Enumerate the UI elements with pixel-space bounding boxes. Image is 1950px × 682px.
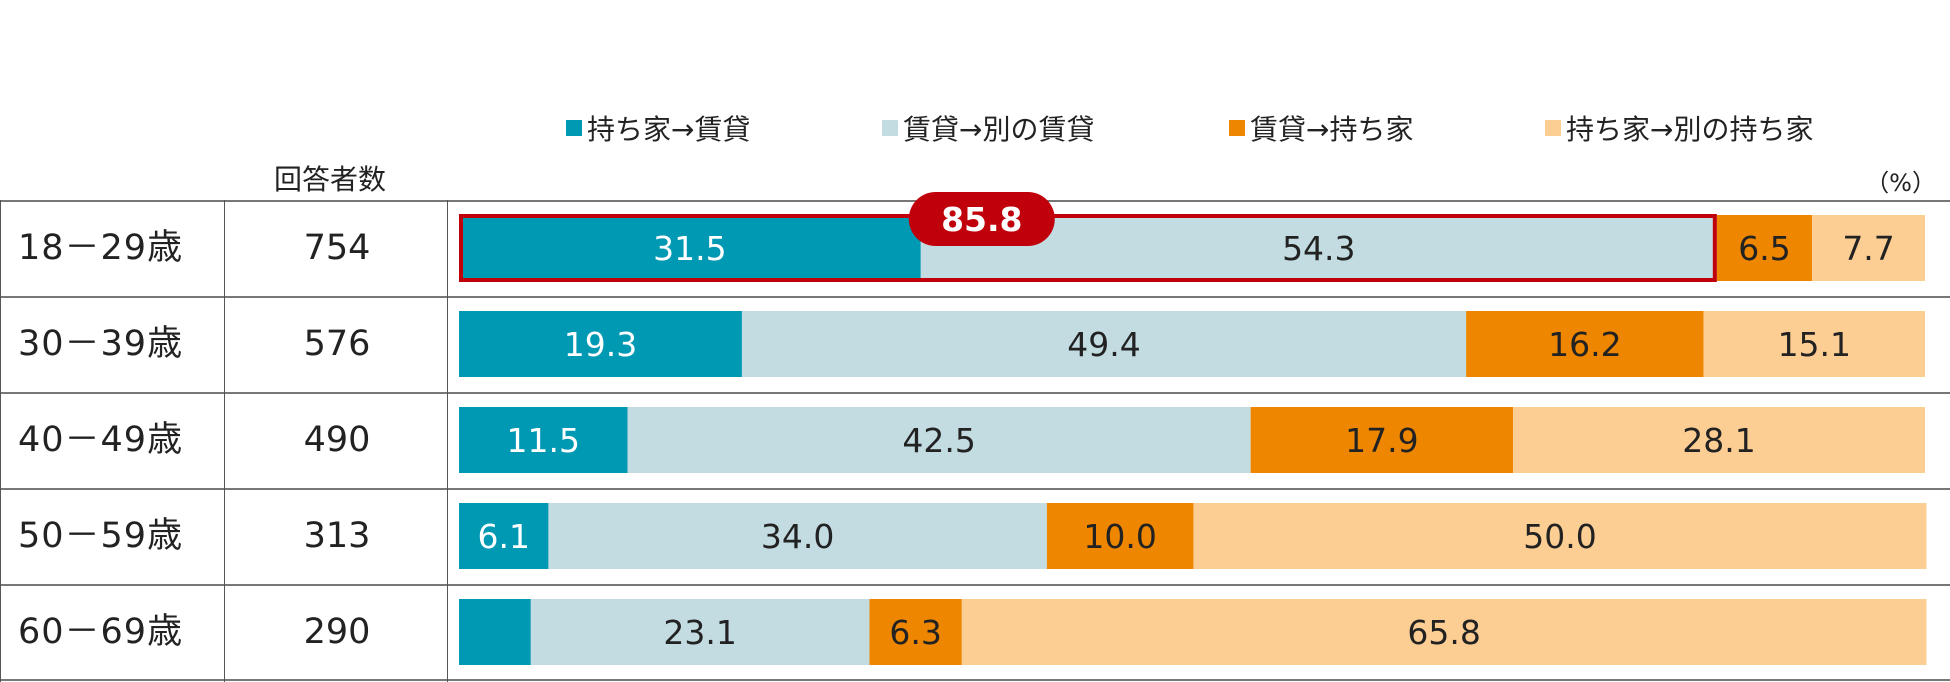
age-group-label: 50－59歳 bbox=[18, 516, 184, 556]
highlight-badge bbox=[908, 192, 1055, 246]
bar-segment bbox=[1716, 215, 1813, 281]
table-border-left bbox=[0, 200, 1, 682]
table-border-bottom bbox=[0, 679, 1950, 681]
bar-segment bbox=[1703, 311, 1925, 377]
legend-swatch bbox=[1545, 120, 1561, 136]
bar-data-label: 49.4 bbox=[1067, 325, 1140, 364]
legend-item-rental-to-rental: 賃貸→別の賃貸 bbox=[882, 108, 1094, 148]
bar-data-label: 31.5 bbox=[653, 229, 726, 268]
bar-segment bbox=[627, 407, 1251, 473]
bar-segment bbox=[459, 215, 921, 281]
bar-data-label: 23.1 bbox=[663, 613, 736, 652]
legend-item-rental-to-owned: 賃貸→持ち家 bbox=[1229, 108, 1413, 148]
bar-segment bbox=[1513, 407, 1925, 473]
bar-data-label: 15.1 bbox=[1778, 325, 1851, 364]
row-divider bbox=[0, 296, 1950, 298]
highlight-badge-label: 85.8 bbox=[941, 200, 1022, 239]
age-group-label: 30－39歳 bbox=[18, 324, 184, 364]
highlight-outline bbox=[459, 214, 1717, 282]
respondents-count: 754 bbox=[303, 228, 371, 268]
bar-segment bbox=[961, 599, 1927, 665]
age-group-label: 60－69歳 bbox=[18, 612, 184, 652]
legend-label: 賃貸→別の賃貸 bbox=[903, 113, 1095, 146]
bar-segment bbox=[1250, 407, 1514, 473]
row-divider bbox=[0, 584, 1950, 586]
bar-data-label: 17.9 bbox=[1345, 421, 1418, 460]
bar-segment bbox=[869, 599, 962, 665]
bar-segment bbox=[1466, 311, 1704, 377]
bar-data-label: 28.1 bbox=[1682, 421, 1755, 460]
respondents-count: 576 bbox=[303, 324, 371, 364]
bar-segment bbox=[1046, 503, 1194, 569]
bar-data-label: 42.5 bbox=[902, 421, 975, 460]
bar-data-label: 6.1 bbox=[477, 517, 529, 556]
bar-segment bbox=[530, 599, 870, 665]
legend-label: 賃貸→持ち家 bbox=[1250, 113, 1414, 146]
legend-label: 持ち家→賃貸 bbox=[587, 113, 751, 146]
respondents-header: 回答者数 bbox=[274, 163, 387, 196]
bar-segment bbox=[741, 311, 1467, 377]
bar-data-label: 16.2 bbox=[1548, 325, 1621, 364]
age-group-label: 40－49歳 bbox=[18, 420, 184, 460]
row-divider bbox=[0, 488, 1950, 490]
bar-data-label: 65.8 bbox=[1407, 613, 1480, 652]
bar-segment bbox=[459, 503, 549, 569]
legend-swatch bbox=[1229, 120, 1245, 136]
legend-item-owned-to-owned: 持ち家→別の持ち家 bbox=[1545, 108, 1813, 148]
bar-segment bbox=[1812, 215, 1925, 281]
bar-data-label: 19.3 bbox=[564, 325, 637, 364]
bar-data-label: 10.0 bbox=[1083, 517, 1156, 556]
bar-data-label: 34.0 bbox=[761, 517, 834, 556]
bar-data-label: 6.5 bbox=[1738, 229, 1790, 268]
respondents-count: 490 bbox=[303, 420, 371, 460]
bar-data-label: 54.3 bbox=[1282, 229, 1355, 268]
row-divider bbox=[0, 392, 1950, 394]
bar-segment bbox=[459, 599, 531, 665]
column-divider bbox=[447, 200, 448, 682]
legend-swatch bbox=[566, 120, 582, 136]
unit-label: （%） bbox=[1865, 169, 1936, 197]
bar-segment bbox=[459, 311, 742, 377]
age-group-label: 18－29歳 bbox=[18, 228, 184, 268]
legend-swatch bbox=[882, 120, 898, 136]
bar-segment bbox=[459, 407, 628, 473]
bar-data-label: 50.0 bbox=[1523, 517, 1596, 556]
respondents-count: 313 bbox=[303, 516, 371, 556]
bar-data-label: 6.3 bbox=[889, 613, 941, 652]
bar-data-label: 11.5 bbox=[507, 421, 580, 460]
bar-data-label: 7.7 bbox=[1842, 229, 1894, 268]
column-divider bbox=[224, 200, 225, 682]
bar-segment bbox=[548, 503, 1047, 569]
legend-item-owned-to-rental: 持ち家→賃貸 bbox=[566, 108, 750, 148]
bar-segment bbox=[1193, 503, 1927, 569]
legend-label: 持ち家→別の持ち家 bbox=[1566, 113, 1814, 146]
respondents-count: 290 bbox=[303, 612, 371, 652]
